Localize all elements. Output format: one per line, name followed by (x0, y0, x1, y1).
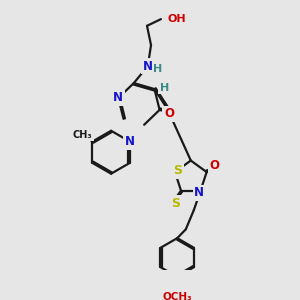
Text: CH₃: CH₃ (73, 130, 92, 140)
Text: OH: OH (168, 14, 186, 24)
Text: N: N (194, 186, 204, 199)
Text: O: O (164, 107, 174, 120)
Text: S: S (171, 197, 180, 210)
Text: N: N (143, 60, 153, 73)
Text: N: N (125, 135, 135, 148)
Text: H: H (153, 64, 163, 74)
Text: OCH₃: OCH₃ (162, 292, 192, 300)
Text: O: O (209, 159, 220, 172)
Text: S: S (173, 164, 182, 177)
Text: N: N (113, 92, 123, 104)
Text: H: H (160, 83, 169, 93)
